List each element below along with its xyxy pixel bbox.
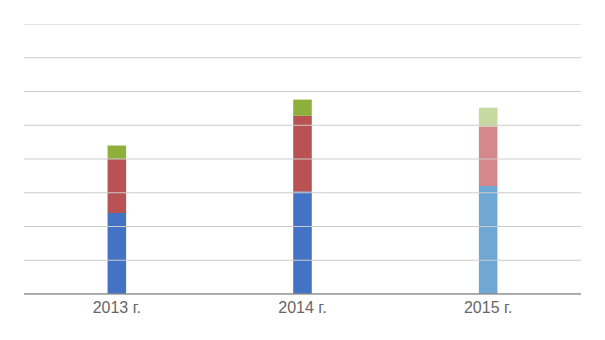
svg-text:2015 г.: 2015 г.: [464, 299, 512, 316]
svg-text:2013 г.: 2013 г.: [93, 299, 141, 316]
svg-text:2014 г.: 2014 г.: [278, 299, 326, 316]
